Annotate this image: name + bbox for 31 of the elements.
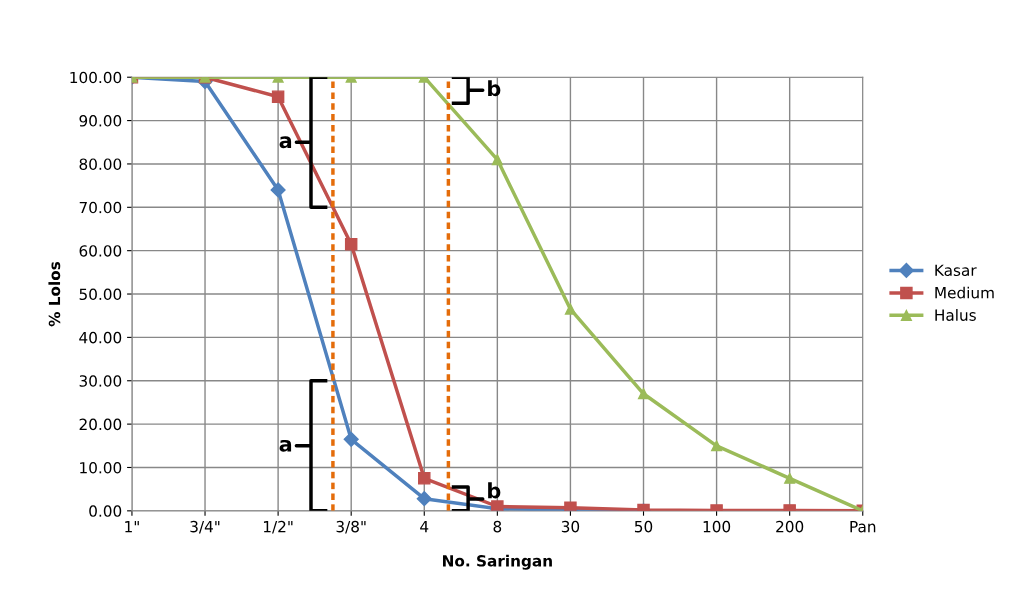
annotation: b	[488, 80, 501, 97]
y-tick-label: 10.00	[80, 461, 122, 474]
y-tick-label: 20.00	[79, 418, 122, 431]
y-tick-label: 40.00	[79, 331, 122, 344]
legend-label: Halus	[935, 309, 976, 321]
x-tick-label: 8	[493, 520, 502, 533]
annotation: a	[279, 439, 292, 452]
y-tick-label: 100.00	[70, 71, 122, 84]
y-tick-label: 80.00	[79, 158, 122, 170]
y-axis-title: % Lolos	[48, 261, 61, 327]
x-tick-label: 1"	[125, 521, 139, 533]
x-tick-label: 3/8"	[336, 520, 366, 534]
x-tick-label: 1/2"	[263, 520, 293, 534]
annotation: a	[279, 136, 292, 149]
y-tick-label: 0.00	[89, 505, 122, 517]
x-tick-label: 200	[776, 520, 804, 533]
x-tick-label: 100	[703, 520, 731, 533]
x-tick-label: 3/4"	[190, 520, 220, 534]
x-tick-label: 4	[420, 521, 429, 533]
y-tick-label: 60.00	[79, 245, 122, 257]
x-tick-label: 50	[634, 520, 653, 533]
annotation: b	[488, 482, 501, 499]
legend-label: Medium	[935, 286, 994, 299]
x-axis-title: No. Saringan	[443, 554, 552, 570]
x-tick-label: Pan	[850, 521, 876, 533]
legend-label: Kasar	[935, 264, 977, 277]
y-tick-label: 50.00	[79, 288, 122, 301]
y-tick-label: 30.00	[79, 375, 122, 387]
y-tick-label: 70.00	[79, 201, 122, 214]
x-tick-label: 30	[561, 520, 580, 533]
y-tick-label: 90.00	[79, 115, 122, 127]
